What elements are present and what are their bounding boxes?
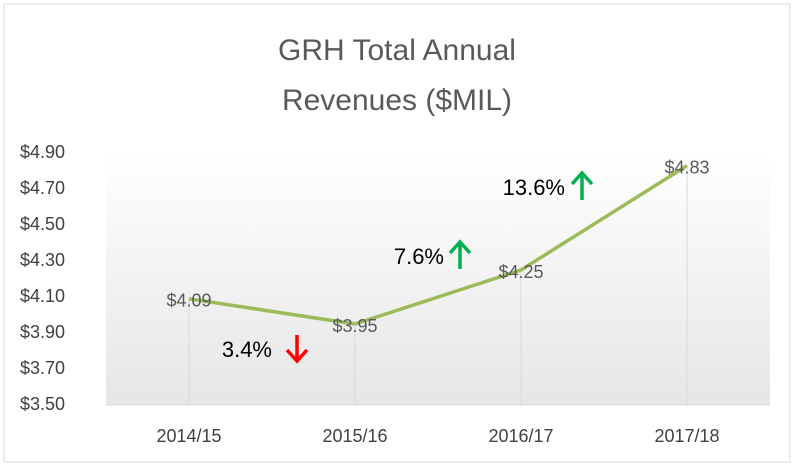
down-arrow: [285, 335, 309, 364]
y-tick-label: $3.50: [20, 394, 65, 414]
annotation: 7.6%: [394, 244, 444, 269]
up-arrow: [570, 170, 594, 200]
annotation: 3.4%: [222, 337, 272, 362]
y-tick-label: $3.70: [20, 358, 65, 378]
up-arrow: [448, 239, 472, 269]
data-label: $4.09: [166, 291, 211, 311]
line: [188, 164, 688, 326]
data-label: $4.25: [498, 262, 543, 282]
y-tick-label: $4.70: [20, 178, 65, 198]
y-tick-label: $3.90: [20, 322, 65, 342]
x-tick-label: 2014/15: [156, 426, 221, 446]
annotation: 13.6%: [503, 175, 565, 200]
y-tick-label: $4.10: [20, 286, 65, 306]
y-tick-label: $4.30: [20, 250, 65, 270]
y-tick-label: $4.50: [20, 214, 65, 234]
x-tick-label: 2017/18: [654, 426, 719, 446]
plot-area: [106, 153, 770, 405]
chart-title: GRH Total Annual Revenues ($MIL): [278, 34, 516, 117]
data-label: $4.83: [664, 157, 709, 177]
x-tick-label: 2016/17: [488, 426, 553, 446]
data-label: $3.95: [332, 316, 377, 336]
y-tick-label: $4.90: [20, 142, 65, 162]
x-tick-label: 2015/16: [322, 426, 387, 446]
